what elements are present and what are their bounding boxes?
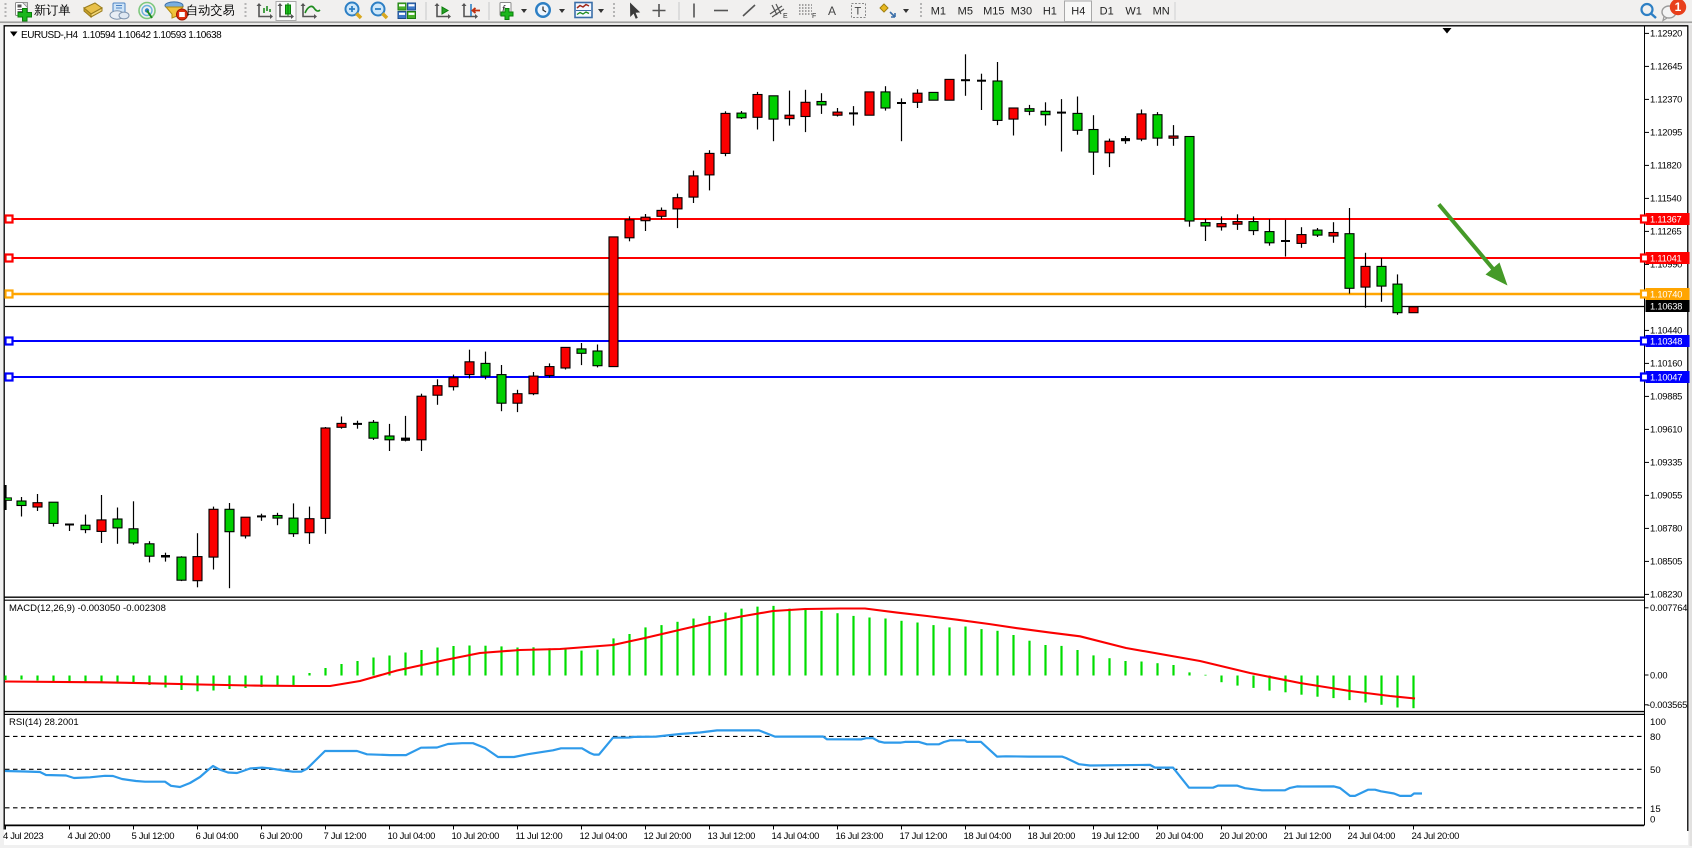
svg-text:1.09610: 1.09610 xyxy=(1650,424,1682,435)
svg-text:10 Jul 04:00: 10 Jul 04:00 xyxy=(388,831,436,842)
svg-text:24 Jul 04:00: 24 Jul 04:00 xyxy=(1348,831,1396,842)
svg-text:1.10047: 1.10047 xyxy=(1650,373,1682,383)
svg-text:1.10740: 1.10740 xyxy=(1650,290,1682,300)
svg-text:M30: M30 xyxy=(1011,6,1032,18)
svg-text:1: 1 xyxy=(1675,0,1682,14)
svg-text:-0.003565: -0.003565 xyxy=(1647,700,1687,710)
svg-text:80: 80 xyxy=(1650,732,1661,743)
svg-text:1.11041: 1.11041 xyxy=(1650,254,1682,264)
svg-text:F: F xyxy=(812,13,816,20)
svg-text:10 Jul 20:00: 10 Jul 20:00 xyxy=(452,831,500,842)
svg-text:1.10348: 1.10348 xyxy=(1650,337,1682,347)
svg-text:D1: D1 xyxy=(1100,6,1114,18)
svg-text:1.08230: 1.08230 xyxy=(1650,589,1682,600)
svg-text:1.10990: 1.10990 xyxy=(1650,259,1682,270)
svg-text:EURUSD-,H4 1.10594 1.10642 1.: EURUSD-,H4 1.10594 1.10642 1.10593 1.106… xyxy=(21,30,222,41)
svg-text:6 Jul 20:00: 6 Jul 20:00 xyxy=(260,831,303,842)
svg-text:MN: MN xyxy=(1153,6,1170,18)
svg-text:12 Jul 20:00: 12 Jul 20:00 xyxy=(644,831,692,842)
svg-text:1.10638: 1.10638 xyxy=(1650,302,1682,312)
svg-text:W1: W1 xyxy=(1125,6,1142,18)
svg-text:M1: M1 xyxy=(931,6,946,18)
svg-text:4 Jul 2023: 4 Jul 2023 xyxy=(3,831,43,842)
svg-text:4 Jul 20:00: 4 Jul 20:00 xyxy=(68,831,111,842)
svg-text:100: 100 xyxy=(1650,717,1666,728)
svg-text:0: 0 xyxy=(1650,814,1655,825)
svg-text:13 Jul 12:00: 13 Jul 12:00 xyxy=(708,831,756,842)
svg-text:20 Jul 20:00: 20 Jul 20:00 xyxy=(1220,831,1268,842)
svg-text:H1: H1 xyxy=(1043,6,1057,18)
svg-text:24 Jul 20:00: 24 Jul 20:00 xyxy=(1412,831,1460,842)
svg-text:12 Jul 04:00: 12 Jul 04:00 xyxy=(580,831,628,842)
svg-text:20 Jul 04:00: 20 Jul 04:00 xyxy=(1156,831,1204,842)
svg-text:1.08780: 1.08780 xyxy=(1650,523,1682,534)
svg-text:f: f xyxy=(502,5,506,16)
svg-text:7 Jul 12:00: 7 Jul 12:00 xyxy=(324,831,367,842)
svg-text:1.11265: 1.11265 xyxy=(1650,226,1681,237)
svg-text:19 Jul 12:00: 19 Jul 12:00 xyxy=(1092,831,1140,842)
svg-text:A: A xyxy=(828,4,836,18)
svg-text:21 Jul 12:00: 21 Jul 12:00 xyxy=(1284,831,1332,842)
svg-text:1.09055: 1.09055 xyxy=(1650,490,1682,501)
svg-text:M15: M15 xyxy=(983,6,1004,18)
svg-text:11 Jul 12:00: 11 Jul 12:00 xyxy=(516,831,563,842)
svg-text:15: 15 xyxy=(1650,804,1661,815)
svg-text:1.08505: 1.08505 xyxy=(1650,556,1682,567)
svg-text:1.09335: 1.09335 xyxy=(1650,457,1682,468)
svg-text:1.12920: 1.12920 xyxy=(1650,28,1682,39)
svg-text:1.10440: 1.10440 xyxy=(1650,325,1682,336)
svg-text:1.10160: 1.10160 xyxy=(1650,358,1682,369)
svg-text:18 Jul 20:00: 18 Jul 20:00 xyxy=(1028,831,1076,842)
svg-text:H4: H4 xyxy=(1071,6,1085,18)
svg-text:1.12645: 1.12645 xyxy=(1650,61,1682,72)
svg-text:M5: M5 xyxy=(958,6,973,18)
svg-text:14 Jul 04:00: 14 Jul 04:00 xyxy=(772,831,820,842)
svg-text:1.11367: 1.11367 xyxy=(1650,215,1682,225)
svg-text:17 Jul 12:00: 17 Jul 12:00 xyxy=(900,831,948,842)
svg-text:18 Jul 04:00: 18 Jul 04:00 xyxy=(964,831,1012,842)
svg-text:5 Jul 12:00: 5 Jul 12:00 xyxy=(132,831,175,842)
svg-text:MACD(12,26,9) -0.003050 -0.002: MACD(12,26,9) -0.003050 -0.002308 xyxy=(9,603,166,614)
svg-text:0.007764: 0.007764 xyxy=(1650,603,1687,613)
svg-text:1.12095: 1.12095 xyxy=(1650,127,1682,138)
svg-text:6 Jul 04:00: 6 Jul 04:00 xyxy=(196,831,239,842)
svg-text:RSI(14) 28.2001: RSI(14) 28.2001 xyxy=(9,717,79,728)
svg-text:1.11820: 1.11820 xyxy=(1650,160,1681,171)
svg-text:1.09885: 1.09885 xyxy=(1650,391,1682,402)
svg-text:50: 50 xyxy=(1650,765,1661,776)
svg-text:1.11540: 1.11540 xyxy=(1650,193,1681,204)
svg-text:E: E xyxy=(783,13,788,20)
svg-text:T: T xyxy=(855,6,862,18)
svg-text:1.12370: 1.12370 xyxy=(1650,94,1682,105)
svg-text:16 Jul 23:00: 16 Jul 23:00 xyxy=(836,831,884,842)
svg-text:0.00: 0.00 xyxy=(1650,670,1667,680)
